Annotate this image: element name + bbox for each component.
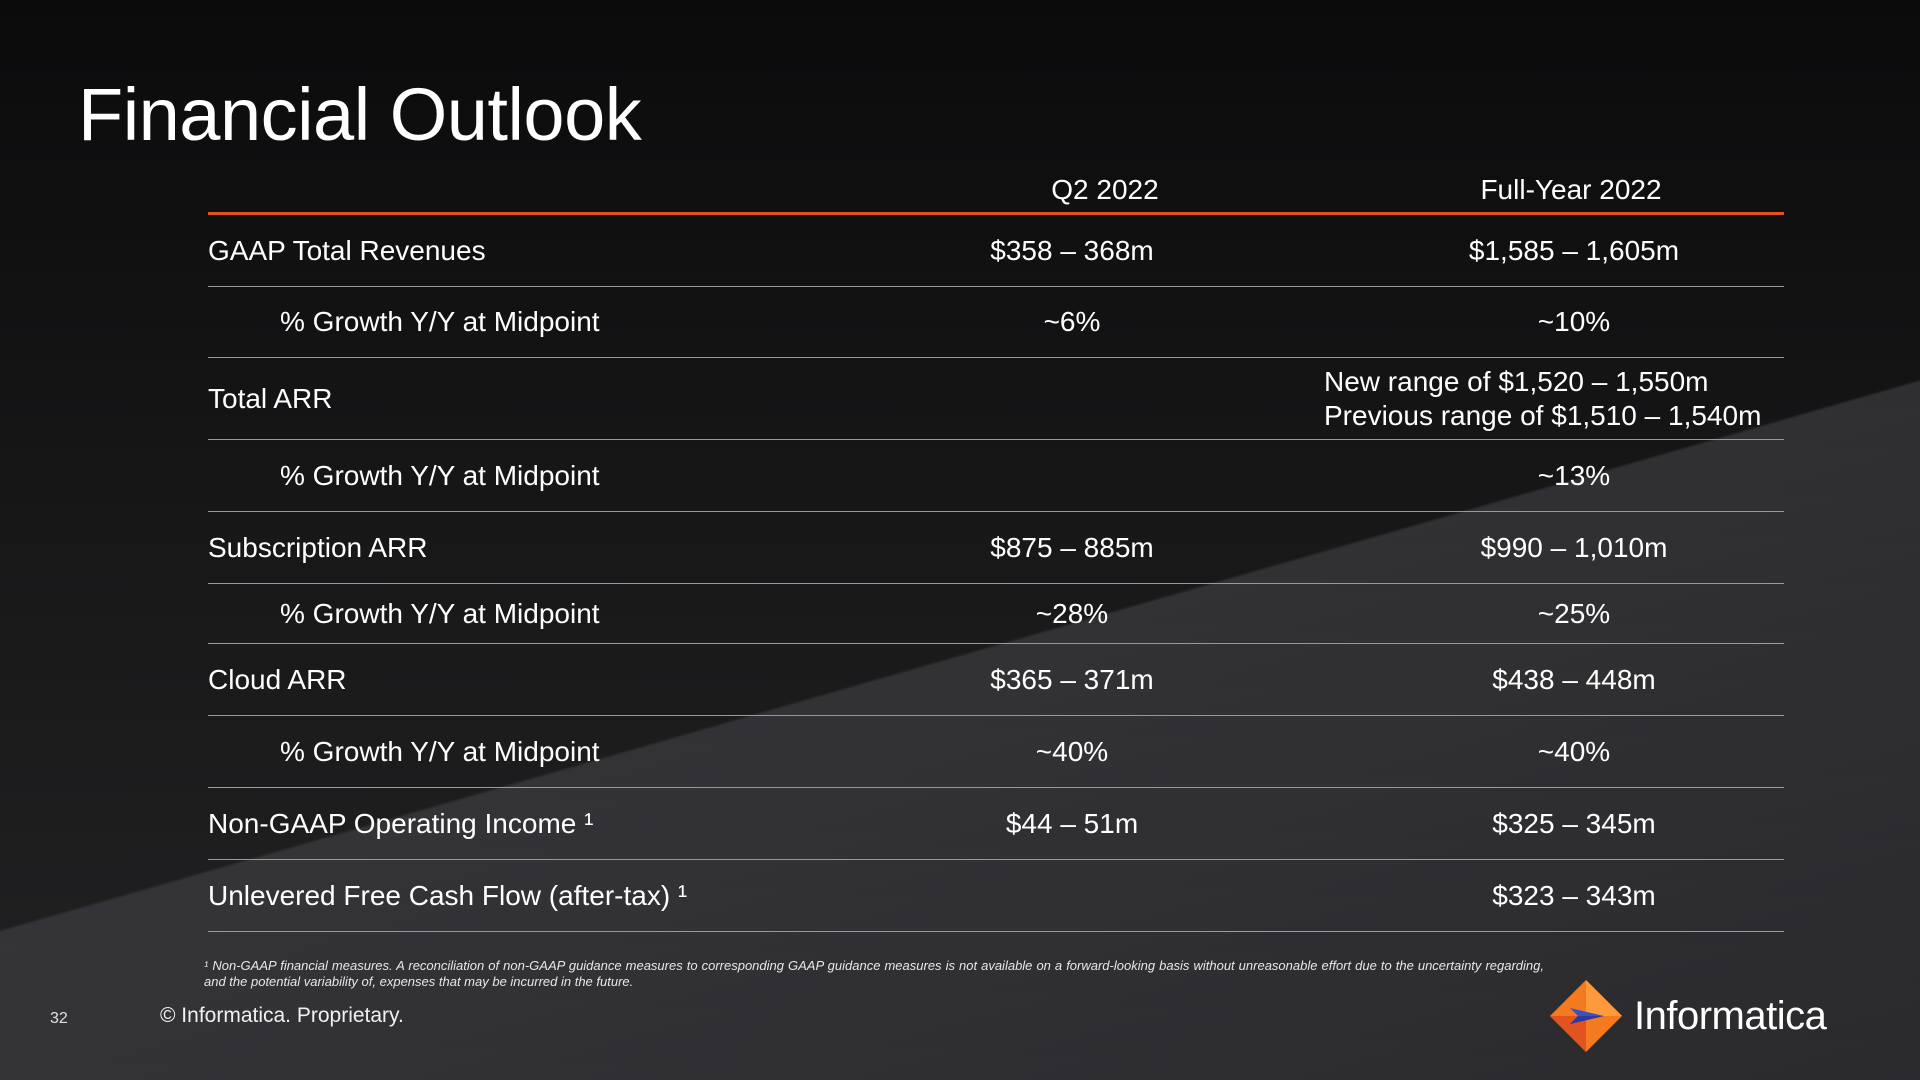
row-label: Unlevered Free Cash Flow (after-tax) ¹: [208, 879, 688, 911]
row-label: % Growth Y/Y at Midpoint: [280, 306, 600, 337]
table-row: Subscription ARR $875 – 885m $990 – 1,01…: [208, 512, 1784, 584]
q2-value: $44 – 51m: [1005, 807, 1139, 839]
table-row: % Growth Y/Y at Midpoint ~28% ~25%: [208, 584, 1784, 644]
fy-value: ~10%: [1537, 306, 1611, 337]
row-label: % Growth Y/Y at Midpoint: [280, 597, 600, 629]
table-row: Cloud ARR $365 – 371m $438 – 448m: [208, 644, 1784, 716]
fy-new-range: New range of $1,520 – 1,550m: [1324, 365, 1709, 397]
copyright-notice: © Informatica. Proprietary.: [160, 1004, 404, 1027]
informatica-logo: Informatica: [1548, 978, 1827, 1054]
table-header: Q2 2022 Full-Year 2022: [208, 168, 1784, 215]
column-header-q2: Q2 2022: [1051, 174, 1159, 205]
logo-wordmark: Informatica: [1634, 993, 1827, 1038]
q2-value: ~40%: [1035, 735, 1109, 767]
fy-value: New range of $1,520 – 1,550m Previous ra…: [1324, 365, 1784, 433]
fy-value: $1,585 – 1,605m: [1468, 234, 1680, 266]
footnote: ¹ Non-GAAP financial measures. A reconci…: [204, 958, 1544, 989]
row-label: % Growth Y/Y at Midpoint: [280, 459, 600, 491]
table-row: % Growth Y/Y at Midpoint ~40% ~40%: [208, 716, 1784, 788]
q2-value: $358 – 368m: [990, 234, 1154, 266]
row-label: Cloud ARR: [208, 663, 347, 695]
q2-value: ~28%: [1035, 597, 1109, 629]
outlook-table: Q2 2022 Full-Year 2022 GAAP Total Revenu…: [208, 168, 1784, 932]
column-header-full-year: Full-Year 2022: [1480, 174, 1662, 205]
q2-value: $365 – 371m: [990, 663, 1154, 695]
row-label: Total ARR: [208, 382, 333, 414]
row-label: % Growth Y/Y at Midpoint: [280, 735, 600, 767]
table-row: Total ARR New range of $1,520 – 1,550m P…: [208, 358, 1784, 440]
fy-value: ~25%: [1537, 597, 1611, 629]
table-row: Unlevered Free Cash Flow (after-tax) ¹ $…: [208, 860, 1784, 932]
row-label: GAAP Total Revenues: [208, 234, 486, 266]
table-row: % Growth Y/Y at Midpoint ~6% ~10%: [208, 287, 1784, 358]
fy-value: $438 – 448m: [1492, 663, 1656, 695]
fy-previous-range: Previous range of $1,510 – 1,540m: [1324, 399, 1762, 431]
fy-value: $323 – 343m: [1492, 879, 1656, 911]
table-row: GAAP Total Revenues $358 – 368m $1,585 –…: [208, 215, 1784, 287]
page-title: Financial Outlook: [78, 73, 642, 156]
q2-value: $875 – 885m: [990, 531, 1154, 563]
table-row: % Growth Y/Y at Midpoint ~13%: [208, 440, 1784, 512]
fy-value: ~40%: [1537, 735, 1611, 767]
fy-value: $990 – 1,010m: [1480, 531, 1668, 563]
fy-value: ~13%: [1537, 459, 1611, 491]
row-label: Non-GAAP Operating Income ¹: [208, 807, 594, 839]
table-row: Non-GAAP Operating Income ¹ $44 – 51m $3…: [208, 788, 1784, 860]
informatica-diamond-icon: [1550, 980, 1622, 1052]
page-number: 32: [50, 1010, 68, 1027]
fy-value: $325 – 345m: [1492, 807, 1656, 839]
row-label: Subscription ARR: [208, 531, 428, 563]
q2-value: ~6%: [1043, 306, 1101, 337]
